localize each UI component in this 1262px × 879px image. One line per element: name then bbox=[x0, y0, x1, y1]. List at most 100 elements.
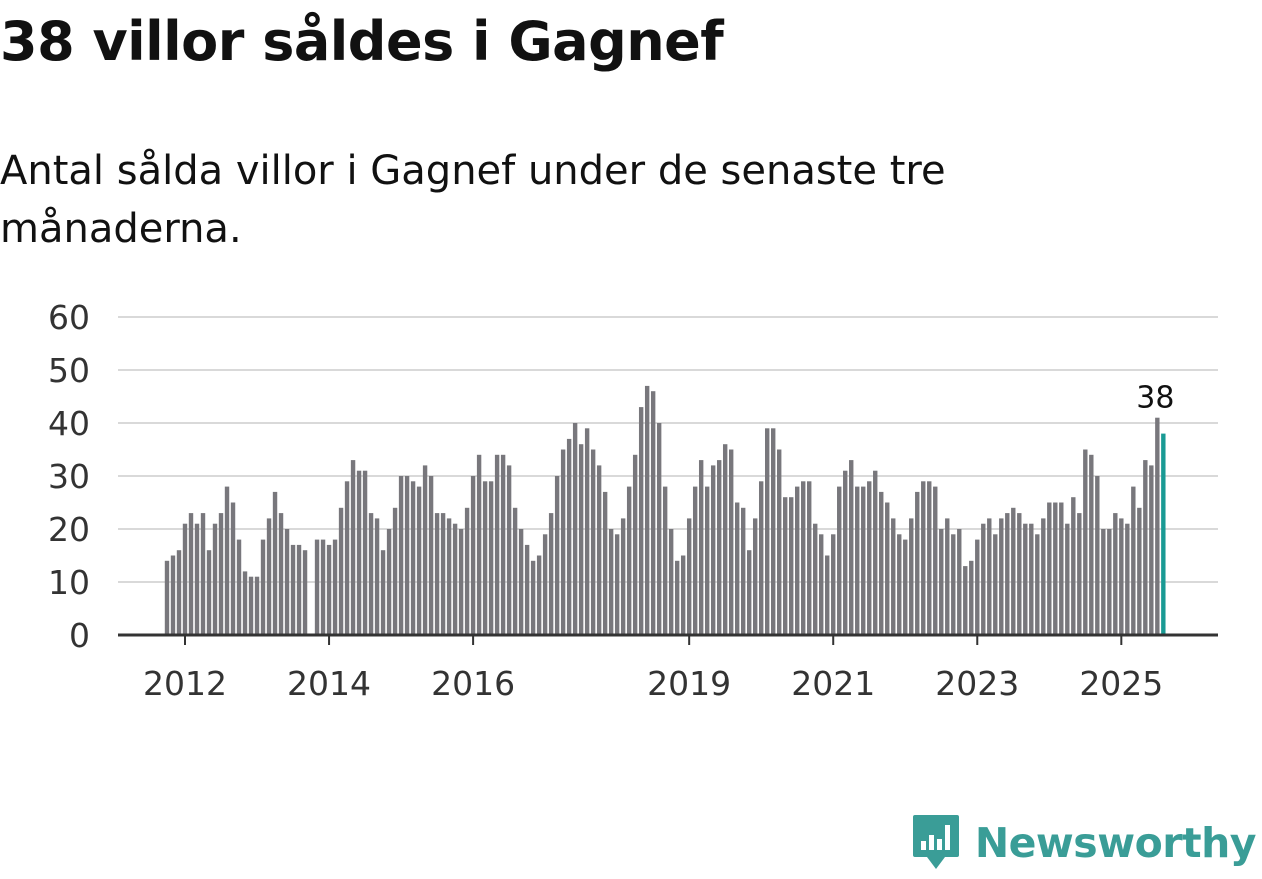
bar bbox=[374, 518, 380, 635]
y-axis-labels: 0 10 20 30 40 50 60 bbox=[48, 298, 90, 655]
bar bbox=[218, 513, 224, 635]
x-tick-label-2019: 2019 bbox=[647, 664, 731, 703]
bar bbox=[777, 449, 782, 635]
bar bbox=[1065, 523, 1070, 635]
bar bbox=[1131, 486, 1136, 635]
bar bbox=[290, 544, 296, 635]
bar bbox=[596, 465, 602, 635]
bar bbox=[362, 470, 368, 635]
bar bbox=[765, 428, 770, 635]
bar bbox=[644, 385, 650, 635]
bar-highlight bbox=[1161, 433, 1166, 635]
annotations: 38 bbox=[1136, 381, 1174, 416]
bar bbox=[500, 454, 506, 635]
bar bbox=[422, 465, 428, 635]
x-tick-label-2016: 2016 bbox=[431, 664, 515, 703]
bar bbox=[398, 476, 404, 635]
bar bbox=[404, 476, 410, 635]
bar bbox=[212, 523, 218, 635]
bar bbox=[873, 470, 878, 635]
y-tick-label-50: 50 bbox=[48, 351, 90, 390]
bar bbox=[446, 518, 452, 635]
bar bbox=[566, 438, 572, 635]
bar bbox=[1119, 518, 1124, 635]
bar bbox=[813, 523, 818, 635]
y-tick-label-0: 0 bbox=[69, 616, 90, 655]
bar bbox=[1113, 513, 1118, 635]
bar bbox=[530, 560, 536, 635]
bar bbox=[1077, 513, 1082, 635]
bar bbox=[518, 529, 524, 635]
y-tick-label-10: 10 bbox=[48, 563, 90, 602]
bar bbox=[969, 560, 974, 635]
bar bbox=[927, 481, 932, 635]
bar bbox=[248, 576, 254, 635]
x-axis bbox=[118, 633, 1218, 645]
bar bbox=[368, 513, 374, 635]
bar bbox=[242, 571, 248, 635]
bar bbox=[951, 534, 956, 635]
bar bbox=[602, 491, 608, 635]
bar bbox=[807, 481, 812, 635]
bar bbox=[260, 539, 266, 635]
chart-title: 38 villor såldes i Gagnef bbox=[0, 10, 724, 73]
bar bbox=[638, 407, 644, 635]
bar bbox=[254, 576, 260, 635]
bar bbox=[314, 539, 320, 635]
bar bbox=[680, 555, 686, 635]
bar bbox=[452, 523, 458, 635]
bar bbox=[302, 550, 308, 635]
bar bbox=[380, 550, 386, 635]
bar bbox=[843, 470, 848, 635]
bar bbox=[176, 550, 182, 635]
bar bbox=[758, 481, 764, 635]
bar bbox=[410, 481, 416, 635]
bar bbox=[783, 497, 788, 635]
bar bbox=[722, 444, 728, 635]
bar bbox=[999, 518, 1004, 635]
bar bbox=[771, 428, 776, 635]
bar bbox=[272, 491, 278, 635]
bar bbox=[548, 513, 554, 635]
data-label-last: 38 bbox=[1136, 381, 1174, 416]
bar bbox=[440, 513, 446, 635]
y-tick-label-40: 40 bbox=[48, 404, 90, 443]
bar bbox=[1059, 502, 1064, 635]
bar bbox=[734, 502, 740, 635]
bar bbox=[512, 507, 518, 635]
bar bbox=[170, 555, 176, 635]
bar bbox=[885, 502, 890, 635]
bar bbox=[536, 555, 542, 635]
bar bbox=[1053, 502, 1058, 635]
bar bbox=[416, 486, 422, 635]
bar bbox=[1089, 454, 1094, 635]
bar bbox=[819, 534, 824, 635]
bar bbox=[554, 476, 560, 635]
bars bbox=[164, 385, 1166, 635]
bar bbox=[1149, 465, 1154, 635]
bar bbox=[620, 518, 626, 635]
bar bbox=[542, 534, 548, 635]
bar bbox=[692, 486, 698, 635]
bar bbox=[470, 476, 476, 635]
bar bbox=[861, 486, 866, 635]
bar bbox=[957, 529, 962, 635]
bar bbox=[1107, 529, 1112, 635]
bar bbox=[524, 544, 530, 635]
bar bbox=[909, 518, 914, 635]
bar bbox=[1071, 497, 1076, 635]
bar bbox=[825, 555, 830, 635]
bar bbox=[296, 544, 302, 635]
bar bbox=[350, 460, 356, 635]
bar bbox=[1137, 507, 1142, 635]
x-tick-label-2021: 2021 bbox=[791, 664, 875, 703]
bar bbox=[584, 428, 590, 635]
x-tick-label-2014: 2014 bbox=[287, 664, 371, 703]
bar bbox=[668, 529, 674, 635]
bar bbox=[164, 560, 170, 635]
bar bbox=[1083, 449, 1088, 635]
bar bbox=[981, 523, 986, 635]
bar bbox=[849, 460, 854, 635]
bar bbox=[194, 523, 200, 635]
bar bbox=[746, 550, 752, 635]
